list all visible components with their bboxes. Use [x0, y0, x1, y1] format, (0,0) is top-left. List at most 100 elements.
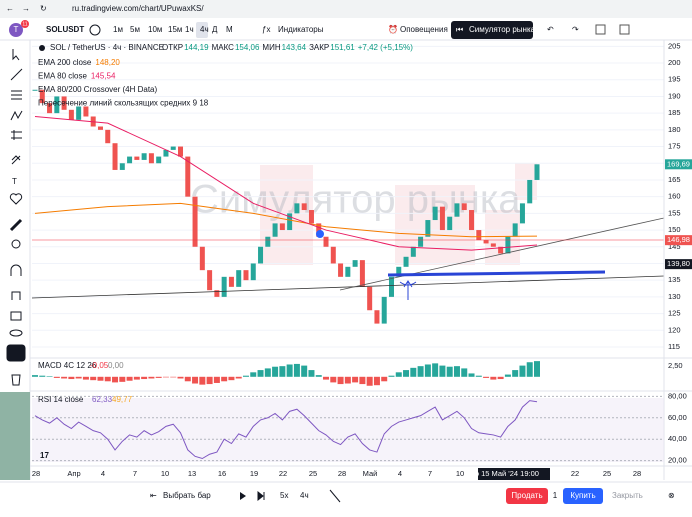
- macd-bar: [221, 376, 228, 382]
- candle: [134, 156, 140, 160]
- buy-btn[interactable]: [563, 488, 603, 504]
- x-tick-label: 7: [133, 469, 137, 478]
- y-tick-label: 200: [668, 58, 681, 67]
- url[interactable]: ru.tradingview.com/chart/UPuwaxKS/: [72, 4, 204, 13]
- interval[interactable]: М: [226, 25, 233, 34]
- candle: [301, 203, 307, 211]
- back[interactable]: ←: [6, 4, 14, 13]
- replay-btn[interactable]: [451, 21, 533, 39]
- undo[interactable]: ↶: [547, 25, 554, 34]
- macd-bar: [228, 376, 235, 381]
- favorites-tool[interactable]: [9, 193, 23, 205]
- avatar[interactable]: [9, 23, 23, 37]
- change: +7,42 (+5,15%): [358, 43, 413, 52]
- projection-tool[interactable]: [11, 130, 22, 140]
- visibility-tool[interactable]: [9, 329, 23, 337]
- candle: [61, 96, 67, 110]
- macd-bar: [184, 376, 191, 382]
- candle: [294, 203, 300, 214]
- speed[interactable]: 5x: [280, 491, 288, 500]
- brush-tool[interactable]: [11, 155, 21, 165]
- reload[interactable]: ↻: [40, 4, 47, 13]
- x-tick-label: Апр: [67, 469, 80, 478]
- macd-bar: [155, 376, 162, 378]
- quantity[interactable]: 1: [553, 491, 558, 500]
- x-tick-label: 25: [603, 469, 611, 478]
- cursor-tool[interactable]: [12, 49, 20, 61]
- macd-bar: [446, 366, 453, 377]
- sell-btn[interactable]: [506, 488, 548, 504]
- y-tick-label: 185: [668, 108, 681, 117]
- candle: [272, 223, 278, 237]
- candle: [505, 236, 511, 254]
- price-tag: [665, 235, 692, 246]
- close-position[interactable]: Закрыть: [612, 491, 643, 500]
- step-btn[interactable]: [257, 490, 265, 502]
- x-tick-label: 28: [32, 469, 40, 478]
- x-tick-label: 16: [218, 469, 226, 478]
- fullscreen-btn[interactable]: [619, 24, 630, 35]
- macd-bar: [490, 376, 497, 380]
- macd-bar: [475, 375, 482, 377]
- interval[interactable]: 15м: [168, 25, 182, 34]
- macd-bar: [432, 363, 439, 377]
- candle: [243, 270, 249, 281]
- interval[interactable]: 1м: [113, 25, 123, 34]
- ruler-tool[interactable]: [9, 218, 23, 232]
- candle: [367, 286, 373, 311]
- macd-bar: [526, 362, 533, 377]
- macd-bar: [213, 376, 220, 383]
- candle: [47, 103, 53, 114]
- crosshair-date-bg: [478, 468, 550, 480]
- add-symbol[interactable]: [89, 24, 101, 36]
- link-tool[interactable]: [6, 344, 26, 362]
- macd-bar: [61, 376, 68, 379]
- macd-bar: [410, 367, 417, 377]
- text-tool[interactable]: T: [12, 177, 17, 186]
- macd-bar: [417, 366, 424, 377]
- rsi-tick-label: 80,00: [668, 391, 687, 400]
- left-toolbar: T: [6, 49, 26, 386]
- fib-tool[interactable]: [11, 90, 22, 100]
- indicator-name: Пересечение линий скользящих средних 9 1…: [38, 99, 209, 108]
- redo[interactable]: ↷: [572, 25, 579, 34]
- macd-bar: [403, 370, 410, 377]
- event-marker: [316, 230, 324, 238]
- zone: [485, 210, 520, 265]
- symbol[interactable]: SOLUSDT: [46, 25, 84, 34]
- candle: [483, 240, 489, 244]
- lock-drawings[interactable]: [11, 291, 21, 300]
- candle: [454, 203, 460, 217]
- macd-bar: [32, 375, 38, 377]
- macd-bar: [519, 365, 526, 377]
- candle: [207, 270, 213, 291]
- macd-bar: [330, 376, 337, 383]
- forward[interactable]: →: [22, 4, 30, 13]
- alerts[interactable]: Оповещения: [400, 25, 448, 34]
- rsi-tick-label: 20,00: [668, 456, 687, 465]
- replay-interval[interactable]: 4ч: [300, 491, 309, 500]
- plot: [32, 45, 664, 348]
- interval[interactable]: Д: [212, 25, 218, 34]
- close-replay[interactable]: ⊗: [668, 491, 675, 500]
- interval[interactable]: 5м: [130, 25, 140, 34]
- candle: [381, 296, 387, 324]
- ema-line: [34, 202, 538, 238]
- select-bar[interactable]: Выбрать бар: [163, 491, 211, 500]
- macd-bar: [453, 366, 460, 377]
- interval[interactable]: 10м: [148, 25, 162, 34]
- play-btn[interactable]: [240, 492, 246, 500]
- indicators[interactable]: Индикаторы: [278, 25, 324, 34]
- zoom-tool[interactable]: [11, 239, 21, 249]
- pattern-tool[interactable]: [10, 110, 23, 121]
- interval[interactable]: 4ч: [200, 25, 209, 34]
- macd-bar: [279, 366, 286, 377]
- rsi-band: [32, 398, 664, 462]
- delete-tool[interactable]: [11, 374, 21, 386]
- macd-bar: [206, 376, 213, 385]
- magnet-tool[interactable]: [10, 264, 22, 276]
- interval[interactable]: 1ч: [185, 25, 194, 34]
- layout-btn[interactable]: [595, 24, 606, 35]
- trendline-tool[interactable]: [10, 68, 23, 81]
- lock-tool[interactable]: [10, 311, 22, 321]
